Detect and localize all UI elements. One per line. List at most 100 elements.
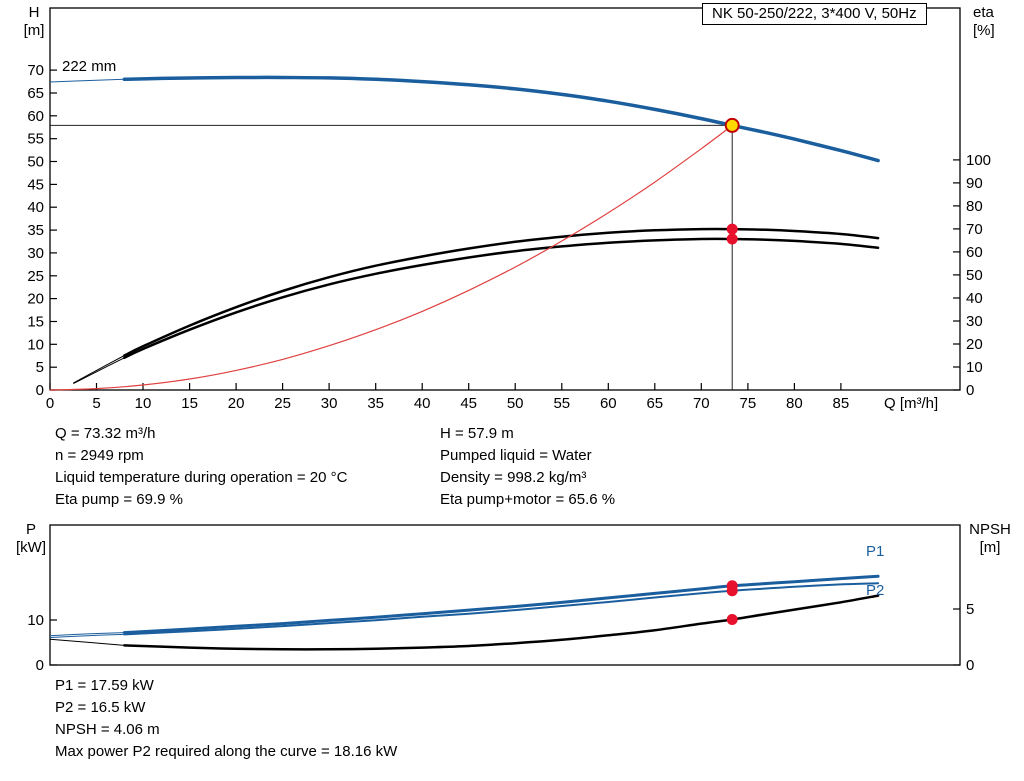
operating-point-dot: [726, 223, 738, 235]
h-axis-unit: [m]: [23, 22, 45, 39]
y-left-tick-label: 65: [27, 85, 44, 102]
curve-P1: [122, 574, 880, 635]
npsh-axis-label: NPSH [m]: [962, 521, 1018, 557]
info-column-right: H = 57.9 m Pumped liquid = Water Density…: [440, 423, 615, 511]
y-left-tick-label: 60: [27, 108, 44, 125]
curve-P2: [123, 582, 880, 636]
y-right-tick-label: 100: [966, 152, 991, 169]
y-right-tick-label: 50: [966, 267, 983, 284]
y-left-tick-label: 5: [36, 359, 44, 376]
curve-NPSH-leadin: [49, 638, 125, 646]
y-right-tick-label: 0: [966, 657, 974, 674]
result-line: P1 = 17.59 kW: [55, 677, 154, 694]
info-line: Eta pump = 69.9 %: [55, 491, 183, 508]
q-axis-label: Q [m³/h]: [884, 395, 939, 412]
y-left-tick-label: 10: [27, 336, 44, 353]
npsh-axis-symbol: NPSH: [969, 521, 1011, 538]
result-line: Max power P2 required along the curve = …: [55, 743, 398, 760]
curve-NPSH: [123, 594, 880, 651]
pump-designation: NK 50-250/222, 3*400 V, 50Hz: [712, 5, 917, 22]
p-axis-label: P [kW]: [8, 521, 54, 557]
plot-border: [49, 524, 961, 666]
x-tick-label: 60: [600, 395, 617, 412]
x-tick-label: 5: [92, 395, 100, 412]
x-tick-label: 25: [274, 395, 291, 412]
curve-eta_pump-leadin: [73, 355, 125, 384]
y-left-tick-label: 30: [27, 245, 44, 262]
x-tick-label: 20: [228, 395, 245, 412]
impeller-diameter-label: 222 mm: [62, 58, 117, 75]
y-left-tick-label: 35: [27, 222, 44, 239]
y-left-tick-label: 0: [36, 382, 44, 399]
info-line: Liquid temperature during operation = 20…: [55, 469, 348, 486]
x-tick-label: 80: [786, 395, 803, 412]
y-left-tick-label: 55: [27, 131, 44, 148]
plot-border: [49, 7, 961, 391]
p2-curve-label: P2: [866, 582, 885, 599]
curve-head_222mm-leadin: [49, 78, 125, 83]
eta-axis-label: eta [%]: [973, 4, 995, 40]
info-line: n = 2949 rpm: [55, 447, 144, 464]
y-right-tick-label: 20: [966, 336, 983, 353]
x-tick-label: 55: [553, 395, 570, 412]
y-left-tick-label: 25: [27, 268, 44, 285]
x-tick-label: 0: [46, 395, 54, 412]
x-tick-label: 50: [507, 395, 524, 412]
operating-point-dot: [726, 614, 738, 625]
p1-curve-label: P1: [866, 543, 885, 560]
operating-point-dot: [726, 233, 738, 245]
curve-P2-leadin: [49, 633, 125, 638]
y-right-tick-label: 80: [966, 198, 983, 215]
y-left-tick-label: 50: [27, 154, 44, 171]
h-axis-symbol: H: [28, 4, 40, 21]
y-right-tick-label: 60: [966, 244, 983, 261]
x-tick-label: 85: [833, 395, 850, 412]
y-left-tick-label: 10: [27, 612, 44, 629]
x-tick-label: 40: [414, 395, 431, 412]
info-line: Q = 73.32 m³/h: [55, 425, 156, 442]
operating-point-dot: [726, 585, 738, 597]
y-right-tick-label: 40: [966, 290, 983, 307]
y-left-tick-label: 40: [27, 199, 44, 216]
x-tick-label: 45: [460, 395, 477, 412]
curve-system_curve: [49, 124, 733, 391]
info-line: Eta pump+motor = 65.6 %: [440, 491, 616, 508]
x-tick-label: 10: [135, 395, 152, 412]
eta-axis-unit: [%]: [973, 22, 995, 39]
curve-head_222mm: [122, 75, 880, 163]
y-left-tick-label: 15: [27, 314, 44, 331]
h-axis-label: H [m]: [14, 4, 54, 40]
curve-eta_pump_motor-leadin: [73, 357, 125, 385]
curve-P1-leadin: [49, 632, 125, 637]
result-line: NPSH = 4.06 m: [55, 721, 160, 738]
npsh-axis-unit: [m]: [979, 539, 1001, 556]
p-axis-unit: [kW]: [16, 539, 46, 556]
y-left-tick-label: 0: [36, 657, 44, 674]
y-right-tick-label: 0: [966, 382, 974, 399]
p-axis-symbol: P: [25, 521, 36, 538]
result-line: P2 = 16.5 kW: [55, 699, 146, 716]
y-left-tick-label: 45: [27, 176, 44, 193]
curve-eta_pump: [123, 227, 880, 357]
x-tick-label: 15: [181, 395, 198, 412]
x-tick-label: 35: [367, 395, 384, 412]
results-block: P1 = 17.59 kW P2 = 16.5 kW NPSH = 4.06 m…: [55, 675, 397, 763]
y-right-tick-label: 30: [966, 313, 983, 330]
y-left-tick-label: 70: [27, 62, 44, 79]
x-tick-label: 70: [693, 395, 710, 412]
info-line: H = 57.9 m: [440, 425, 514, 442]
y-right-tick-label: 5: [966, 601, 974, 618]
info-line: Pumped liquid = Water: [440, 447, 592, 464]
x-tick-label: 75: [740, 395, 757, 412]
y-right-tick-label: 10: [966, 359, 983, 376]
eta-axis-symbol: eta: [973, 4, 994, 21]
curve-eta_pump_motor: [123, 237, 880, 360]
pump-designation-box: NK 50-250/222, 3*400 V, 50Hz: [702, 3, 927, 25]
info-line: Density = 998.2 kg/m³: [440, 469, 587, 486]
info-column-left: Q = 73.32 m³/h n = 2949 rpm Liquid tempe…: [55, 423, 347, 511]
duty-point-marker[interactable]: [724, 117, 740, 133]
x-tick-label: 65: [646, 395, 663, 412]
x-tick-label: 30: [321, 395, 338, 412]
